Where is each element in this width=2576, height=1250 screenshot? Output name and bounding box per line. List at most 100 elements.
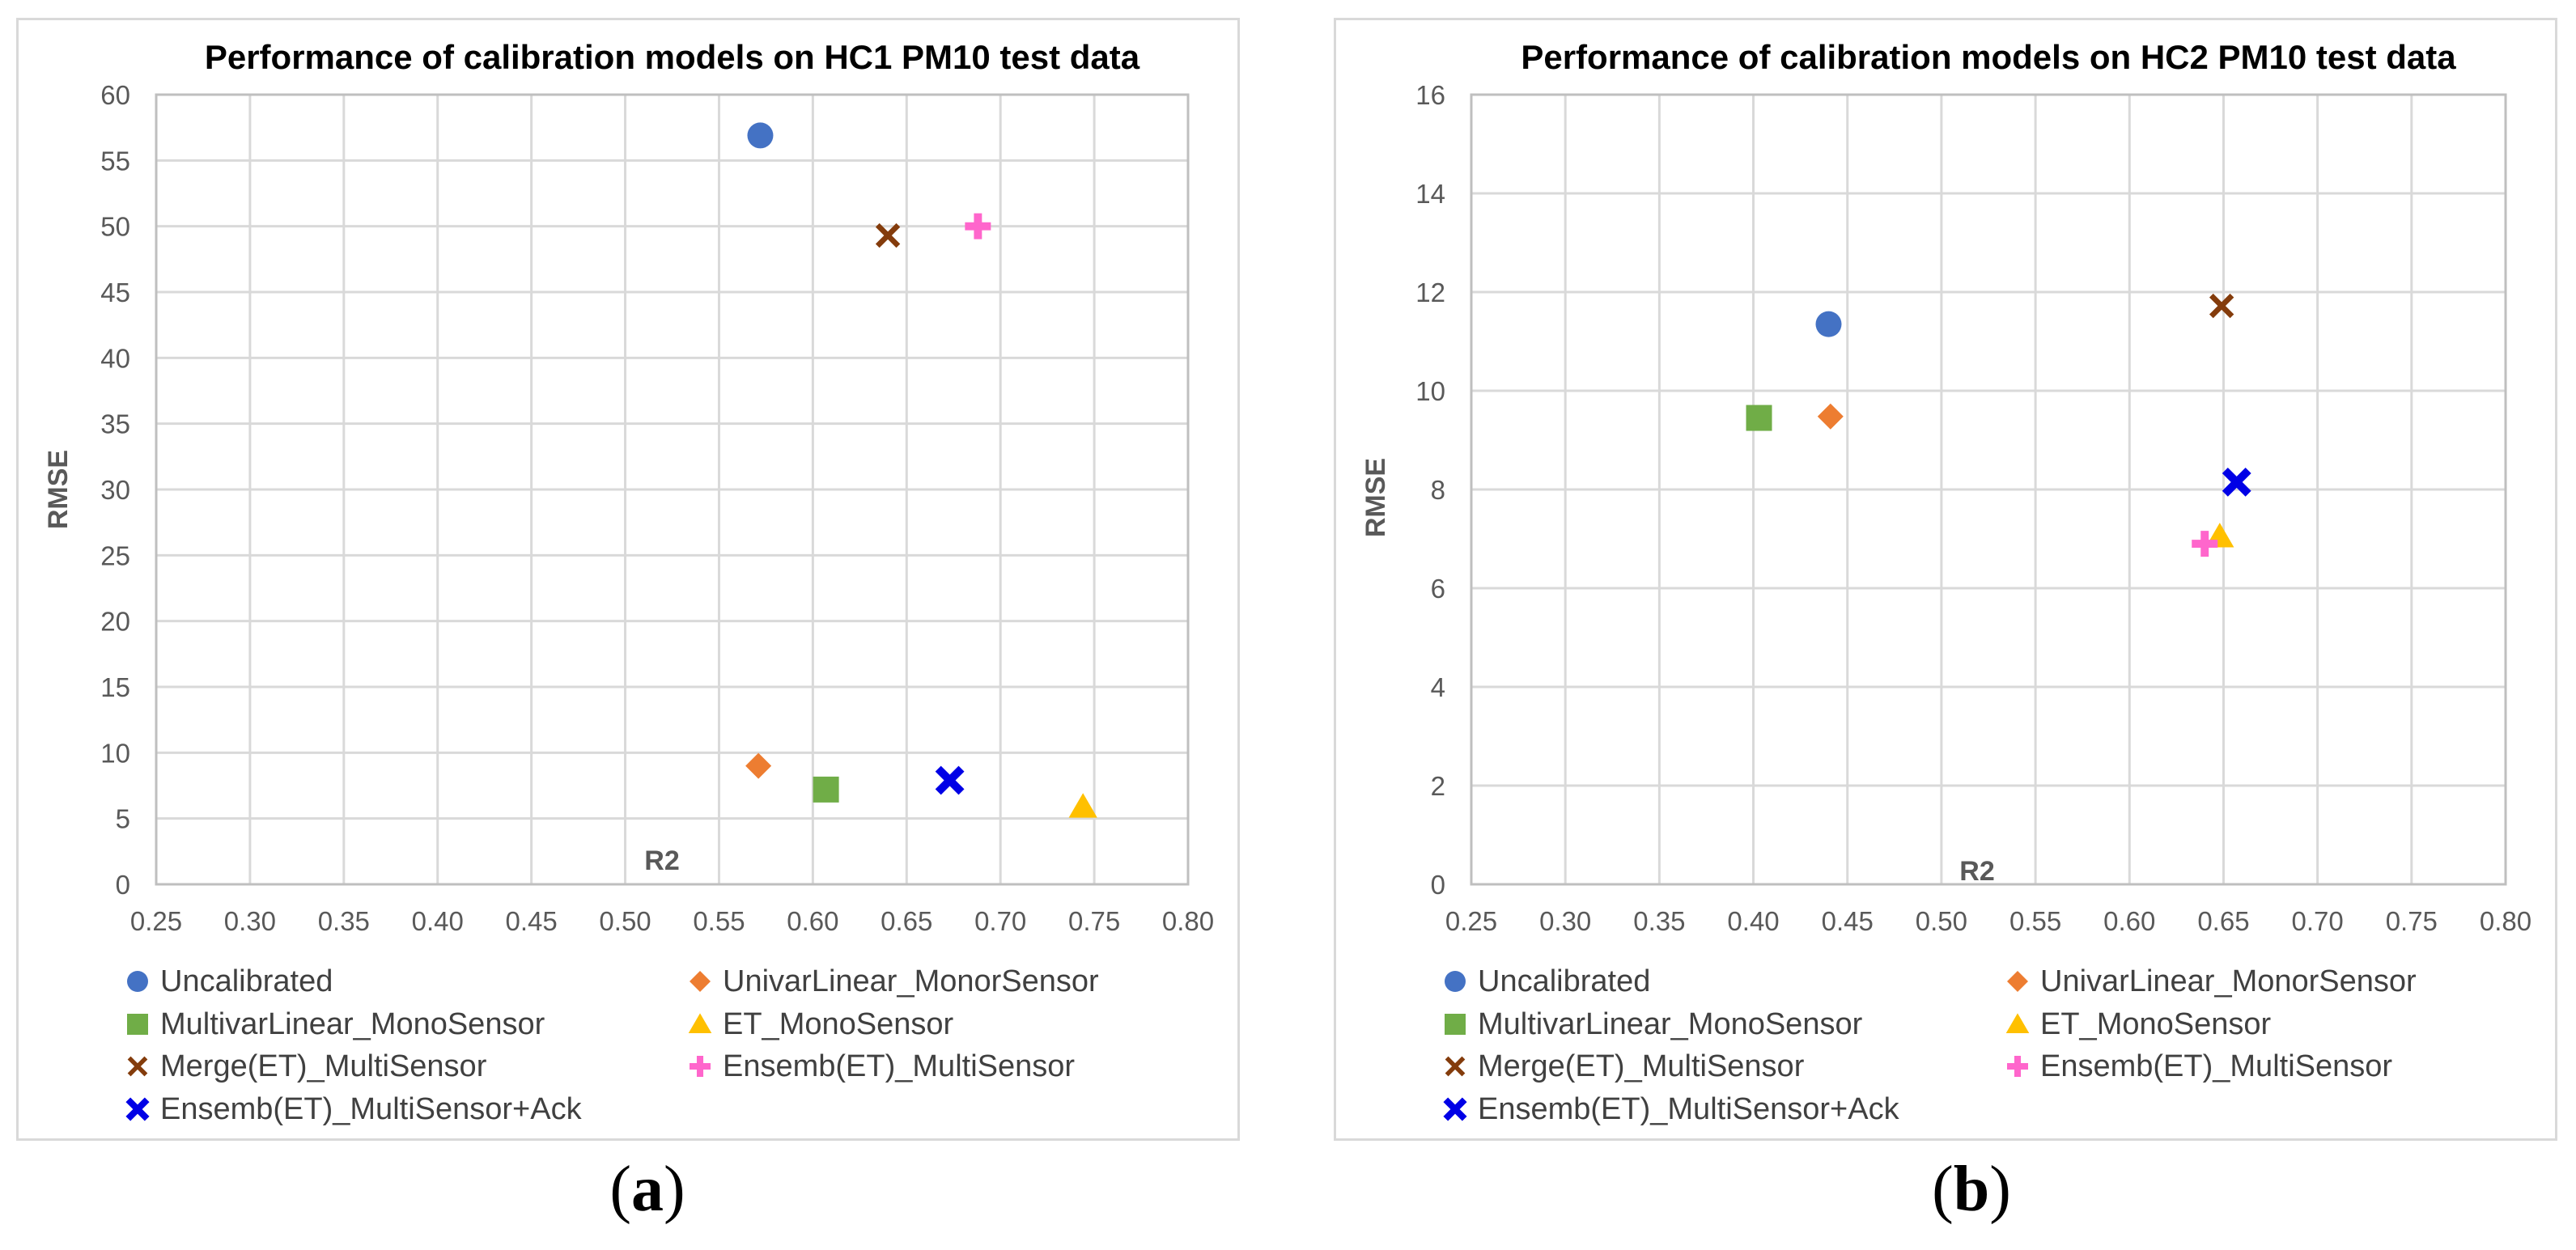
- x-tick-label: 0.75: [1068, 906, 1120, 936]
- point-ensemb-et-multisensor: [965, 213, 991, 239]
- legend-item-merge-et-multisensor: Merge(ET)_MultiSensor: [1445, 1049, 1805, 1083]
- y-tick-label: 25: [100, 540, 130, 570]
- legend-item-multivarlinear-monosensor: MultivarLinear_MonoSensor: [1445, 1007, 1863, 1041]
- point-ensemb-et-multisensor: [2192, 531, 2218, 557]
- y-tick-label: 2: [1431, 771, 1445, 801]
- x-tick-label: 0.45: [506, 906, 558, 936]
- legend-label: Ensemb(ET)_MultiSensor: [2040, 1049, 2392, 1083]
- x-tick-label: 0.60: [787, 906, 838, 936]
- legend-item-ensemb-et-multisensor-ack: Ensemb(ET)_MultiSensor+Ack: [1443, 1092, 1900, 1126]
- x-tick-label: 0.35: [318, 906, 370, 936]
- chart-panel-b: Performance of calibration models on HC2…: [1334, 18, 2557, 1141]
- chart-title: Performance of calibration models on HC1…: [205, 38, 1140, 76]
- legend-label: MultivarLinear_MonoSensor: [1478, 1007, 1863, 1041]
- y-tick-label: 0: [116, 870, 130, 900]
- y-tick-label: 12: [1415, 278, 1445, 307]
- legend-item-multivarlinear-monosensor: MultivarLinear_MonoSensor: [127, 1007, 545, 1041]
- plot-area: [1470, 93, 2507, 886]
- y-tick-label: 10: [1415, 376, 1445, 406]
- y-tick-label: 0: [1431, 870, 1445, 900]
- x-axis-label: R2: [644, 845, 679, 876]
- point-ensemb-et-multisensor-ack: [935, 765, 965, 795]
- legend-label: ET_MonoSensor: [723, 1007, 953, 1041]
- legend-label: Ensemb(ET)_MultiSensor+Ack: [1478, 1092, 1900, 1126]
- y-tick-label: 50: [100, 212, 130, 242]
- x-tick-label: 0.70: [974, 906, 1026, 936]
- x-tick-label: 0.30: [1539, 906, 1591, 936]
- data-points: [1746, 293, 2251, 557]
- legend-label: Uncalibrated: [1478, 964, 1650, 998]
- point-multivarlinear-monosensor: [1746, 405, 1772, 431]
- point-multivarlinear-monosensor: [813, 776, 839, 803]
- legend-label: Ensemb(ET)_MultiSensor: [723, 1049, 1075, 1083]
- x-tick-label: 0.30: [224, 906, 276, 936]
- legend-item-ensemb-et-multisensor: Ensemb(ET)_MultiSensor: [2007, 1049, 2392, 1083]
- y-tick-label: 10: [100, 738, 130, 768]
- x-tick-label: 0.25: [1445, 906, 1497, 936]
- y-tick-label: 6: [1431, 574, 1445, 604]
- x-tick-label: 0.60: [2103, 906, 2155, 936]
- x-tick-label: 0.70: [2292, 906, 2344, 936]
- y-tick-label: 16: [1415, 80, 1445, 110]
- legend-item-et-monosensor: ET_MonoSensor: [2005, 1007, 2271, 1041]
- y-tick-label: 55: [100, 146, 130, 176]
- legend-item-uncalibrated: Uncalibrated: [1445, 964, 1650, 998]
- y-tick-label: 35: [100, 409, 130, 439]
- scatter-chart-a: Performance of calibration models on HC1…: [43, 38, 1214, 1126]
- grid: [155, 93, 1190, 886]
- legend: Uncalibrated UnivarLinear_MonorSensor Mult…: [1443, 964, 2417, 1126]
- legend: Uncalibrated UnivarLinear_MonorSensor Mult…: [125, 964, 1099, 1126]
- point-univarlinear-monorsensor: [745, 752, 772, 779]
- caption-b: (b): [1932, 1154, 2011, 1225]
- chart-panel-a: Performance of calibration models on HC1…: [16, 18, 1240, 1141]
- legend-item-merge-et-multisensor: Merge(ET)_MultiSensor: [127, 1049, 487, 1083]
- point-univarlinear-monorsensor: [1817, 403, 1844, 430]
- x-tick-label: 0.65: [2197, 906, 2249, 936]
- grid: [1470, 93, 2507, 886]
- legend-item-univarlinear-monorsensor: UnivarLinear_MonorSensor: [690, 964, 1099, 998]
- x-tick-label: 0.80: [1162, 906, 1214, 936]
- y-tick-label: 14: [1415, 179, 1445, 209]
- y-axis-label: RMSE: [43, 450, 74, 529]
- point-uncalibrated: [747, 122, 774, 149]
- x-tick-label: 0.80: [2480, 906, 2531, 936]
- x-tick-label: 0.35: [1633, 906, 1685, 936]
- data-points: [745, 122, 1097, 818]
- plot-area: [155, 93, 1190, 886]
- y-tick-label: 20: [100, 607, 130, 637]
- x-tick-label: 0.50: [599, 906, 651, 936]
- legend-label: Ensemb(ET)_MultiSensor+Ack: [160, 1092, 583, 1126]
- point-uncalibrated: [1815, 311, 1842, 337]
- point-merge-et-multisensor: [2209, 293, 2234, 319]
- y-tick-label: 15: [100, 672, 130, 702]
- y-tick-label: 40: [100, 343, 130, 373]
- x-tick-label: 0.75: [2386, 906, 2438, 936]
- point-et-monosensor: [1068, 793, 1097, 818]
- y-tick-label: 45: [100, 278, 130, 307]
- legend-item-et-monosensor: ET_MonoSensor: [688, 1007, 953, 1041]
- legend-label: Merge(ET)_MultiSensor: [160, 1049, 487, 1083]
- legend-item-ensemb-et-multisensor-ack: Ensemb(ET)_MultiSensor+Ack: [125, 1092, 583, 1126]
- point-ensemb-et-multisensor-ack: [2222, 467, 2251, 497]
- y-tick-label: 8: [1431, 475, 1445, 505]
- x-tick-label: 0.40: [412, 906, 464, 936]
- chart-title: Performance of calibration models on HC2…: [1521, 38, 2456, 76]
- x-tick-label: 0.55: [693, 906, 745, 936]
- x-tick-label: 0.40: [1727, 906, 1779, 936]
- y-axis-label: RMSE: [1360, 458, 1391, 537]
- legend-item-ensemb-et-multisensor: Ensemb(ET)_MultiSensor: [690, 1049, 1075, 1083]
- point-merge-et-multisensor: [875, 222, 901, 248]
- caption-letter-b: b: [1953, 1154, 1990, 1225]
- x-axis-label: R2: [1959, 856, 1994, 887]
- legend-label: Merge(ET)_MultiSensor: [1478, 1049, 1805, 1083]
- y-tick-label: 60: [100, 80, 130, 110]
- y-tick-label: 4: [1431, 672, 1445, 702]
- x-tick-label: 0.65: [881, 906, 932, 936]
- legend-item-uncalibrated: Uncalibrated: [127, 964, 333, 998]
- y-tick-label: 30: [100, 475, 130, 505]
- x-tick-label: 0.50: [1916, 906, 1967, 936]
- legend-label: ET_MonoSensor: [2040, 1007, 2271, 1041]
- legend-item-univarlinear-monorsensor: UnivarLinear_MonorSensor: [2007, 964, 2417, 998]
- y-tick-label: 5: [116, 804, 130, 834]
- x-tick-label: 0.55: [2009, 906, 2061, 936]
